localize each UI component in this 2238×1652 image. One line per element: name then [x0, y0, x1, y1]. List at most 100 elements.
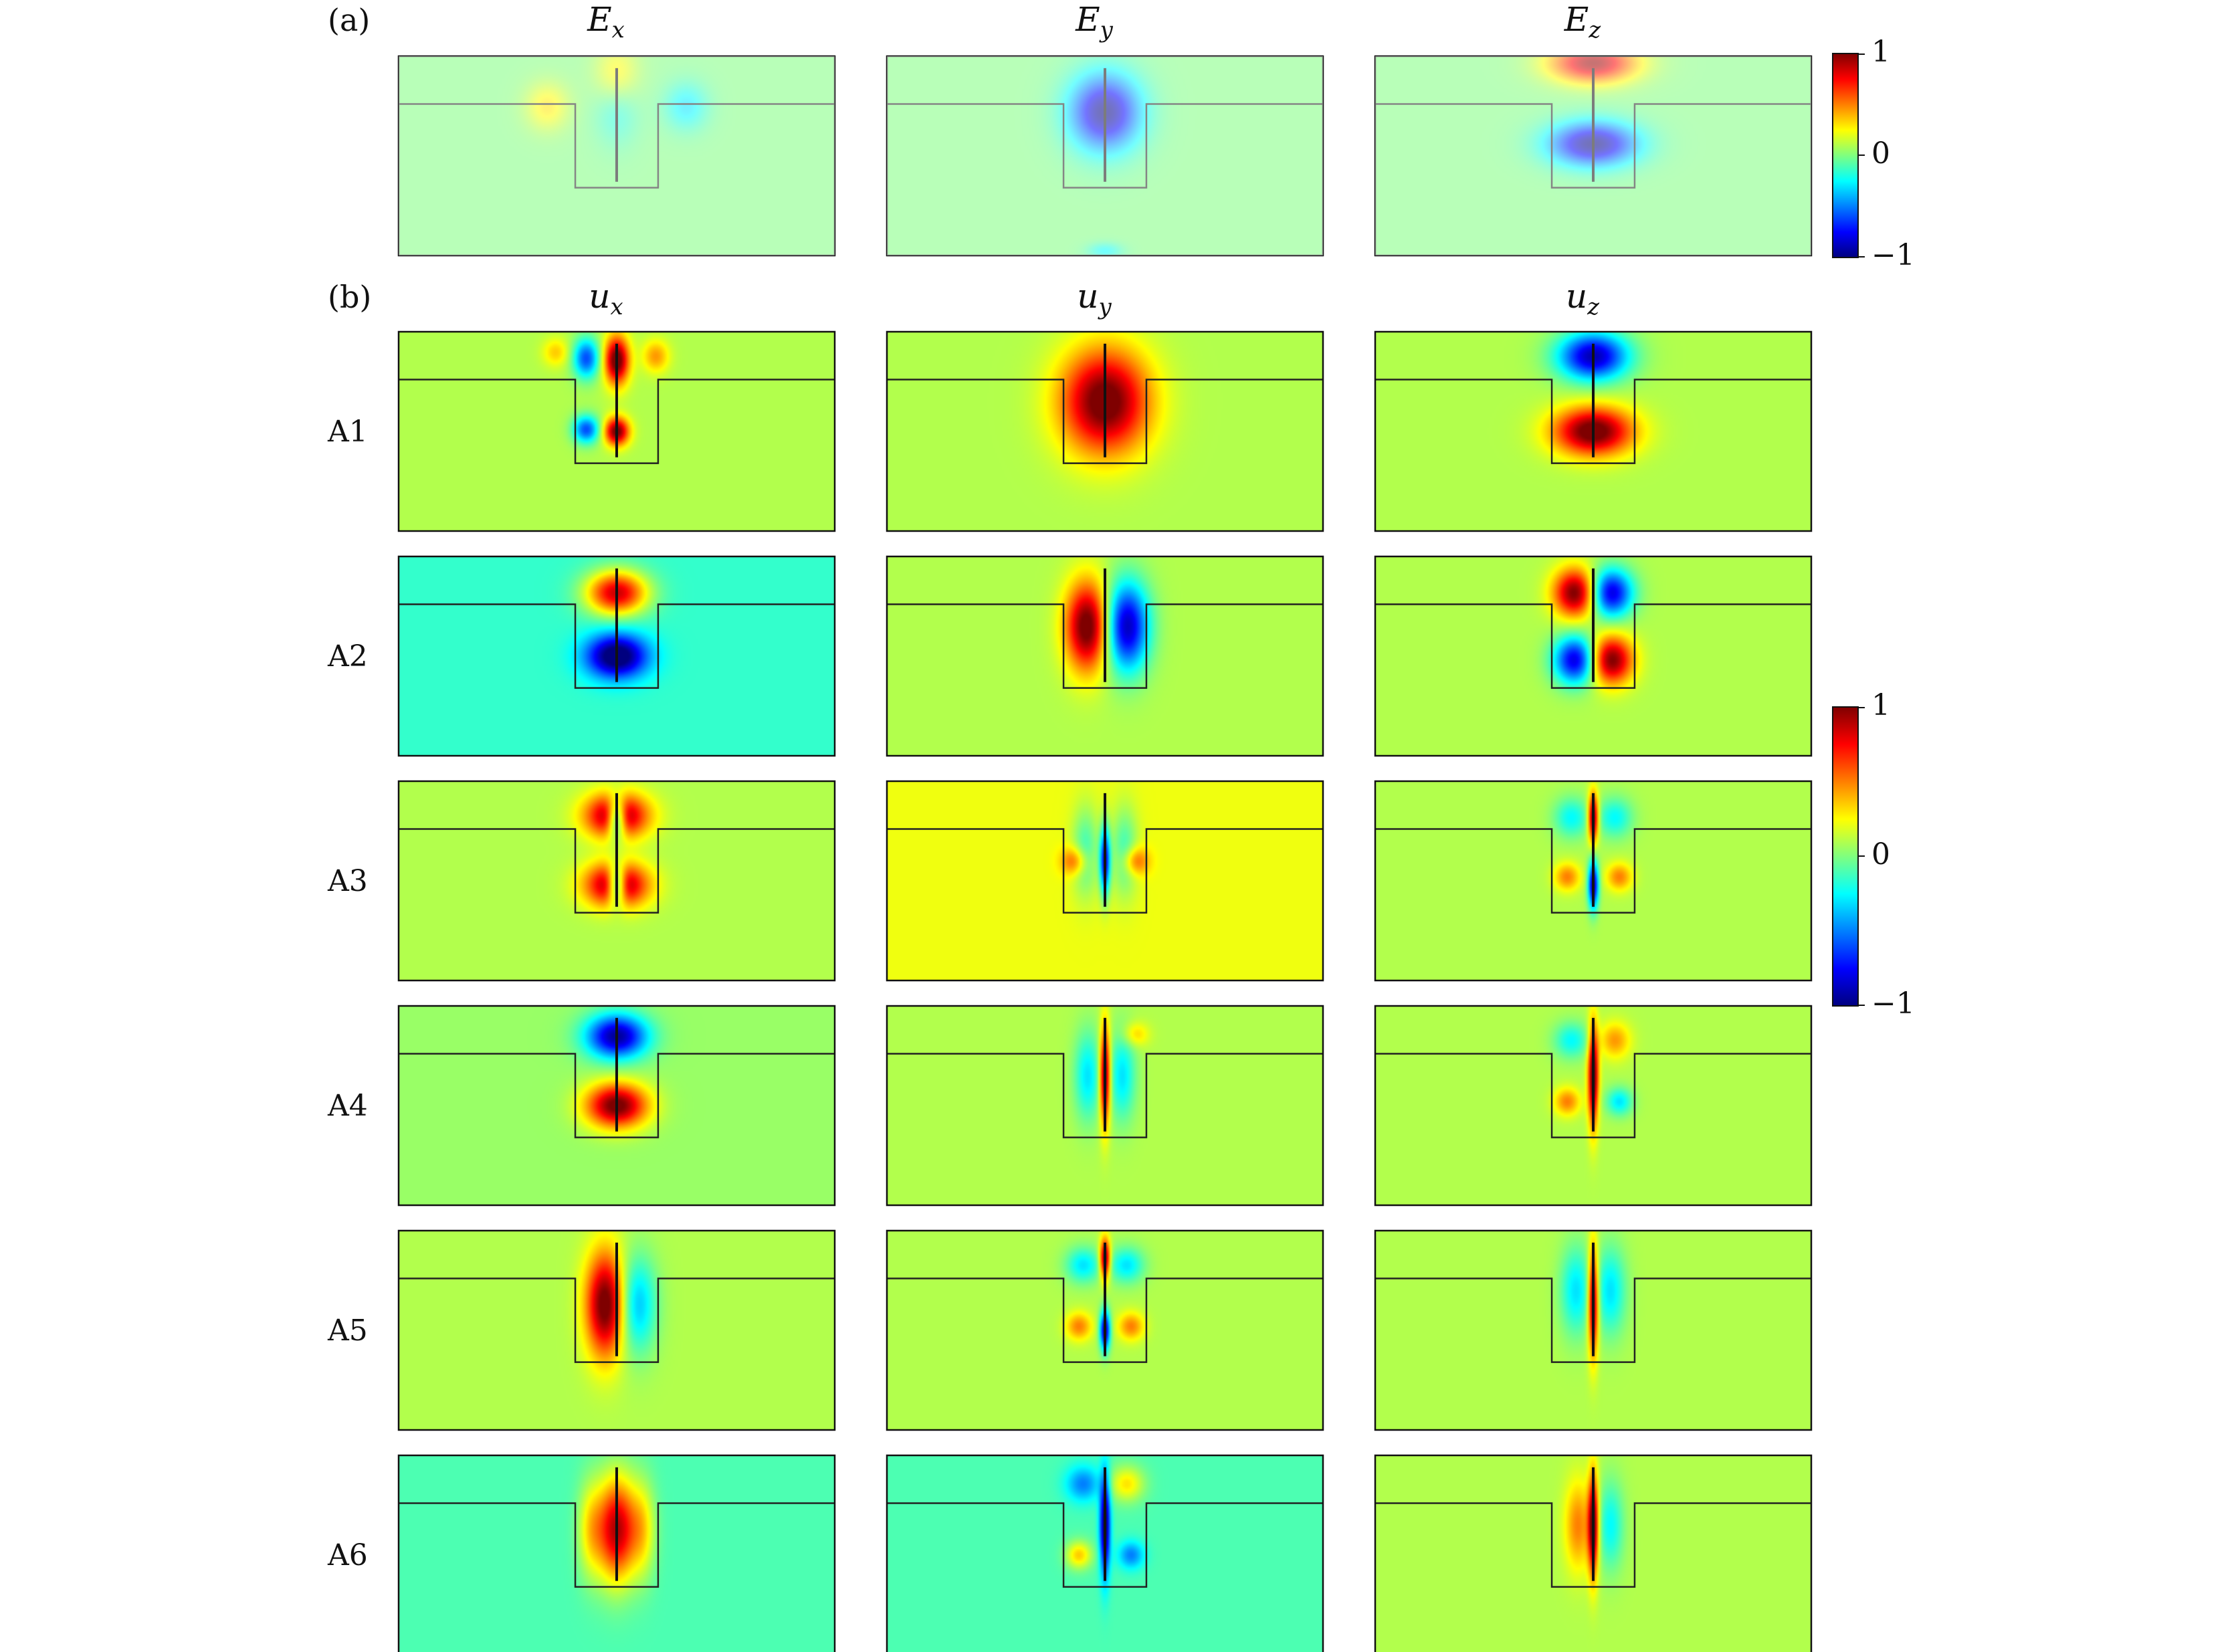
panel-b-a4-uz — [1374, 1005, 1813, 1207]
svg-text:uy: uy — [1077, 277, 1112, 320]
field-panels — [397, 55, 1813, 1652]
panel-b-a5-ux-trench-outline — [399, 1277, 835, 1363]
panel-b-a6-ux — [397, 1454, 836, 1652]
header-sub: z — [1588, 17, 1601, 43]
panel-b-col-header-2: uz — [1566, 277, 1600, 320]
panel-b-a1-ux — [397, 330, 836, 532]
panel-a-ex-wash — [399, 56, 835, 255]
panel-b-a5-uy-frame — [886, 1229, 1324, 1431]
panel-b-a6-uy-frame — [886, 1454, 1324, 1652]
panel-b-a5-uz-trench-outline — [1375, 1277, 1811, 1363]
panel-b-a4-uy-frame — [886, 1005, 1324, 1207]
panel-a-ex-frame — [397, 55, 836, 257]
panel-b-a2-uz-frame — [1374, 555, 1813, 757]
panel-a-ey-trench-outline — [887, 103, 1323, 189]
panel-b-a3-ux — [397, 780, 836, 982]
panel-b-a5-uz-frame — [1374, 1229, 1813, 1431]
header-var: u — [589, 277, 610, 316]
header-sub: x — [611, 294, 623, 320]
panel-b-a5-uy — [886, 1229, 1324, 1431]
header-sub: x — [612, 17, 625, 43]
panel-a-label: (a) — [328, 2, 370, 38]
panel-b-a3-uz-frame — [1374, 780, 1813, 982]
panel-b-a3-uz — [1374, 780, 1813, 982]
header-var: u — [1566, 277, 1587, 316]
panel-b-a6-uz-trench-outline — [1375, 1502, 1811, 1588]
panel-b-a5-uz — [1374, 1229, 1813, 1431]
panel-b-a2-uy-frame — [886, 555, 1324, 757]
panel-b-a1-ux-trench-outline — [399, 379, 835, 464]
panel-b-a1-ux-frame — [397, 330, 836, 532]
panel-b-a2-uy-trench-outline — [887, 603, 1323, 689]
panel-a-col-header-0: Ex — [587, 0, 625, 43]
panel-a-col-header-2: Ez — [1564, 0, 1602, 43]
header-sub: y — [1099, 17, 1114, 43]
header-var: u — [1077, 277, 1098, 316]
row-label-a1: A1 — [327, 415, 368, 449]
colorbar-a-max-label: 1 — [1871, 35, 1890, 69]
header-sub: y — [1097, 294, 1112, 320]
panel-b-a1-uz — [1374, 330, 1813, 532]
panel-b-a4-uz-trench-outline — [1375, 1053, 1811, 1138]
panel-b-a3-uy-frame — [886, 780, 1324, 982]
panel-b-label: (b) — [328, 279, 371, 315]
header-var: E — [1075, 0, 1100, 39]
panel-b-a2-ux-frame — [397, 555, 836, 757]
panel-b-a5-uy-trench-outline — [887, 1277, 1323, 1363]
panel-b-a4-uz-frame — [1374, 1005, 1813, 1207]
colorbar-b: 1 0 −1 — [1832, 688, 1915, 1021]
colorbar-a-gradient — [1832, 53, 1859, 258]
svg-text:Ex: Ex — [587, 0, 625, 43]
panel-a-ey-frame — [886, 55, 1324, 257]
panel-b-a3-uz-trench-outline — [1375, 828, 1811, 914]
row-label-a3: A3 — [327, 864, 368, 898]
panel-b-col-header-1: uy — [1077, 277, 1112, 320]
svg-text:Ez: Ez — [1564, 0, 1602, 43]
panel-a-ey-wash — [887, 56, 1323, 255]
header-sub: z — [1587, 294, 1600, 320]
colorbar-b-mid-label: 0 — [1871, 837, 1890, 871]
panel-b-a6-ux-frame — [397, 1454, 836, 1652]
panel-b-a3-uy — [886, 780, 1324, 982]
panel-b-a2-ux-trench-outline — [399, 603, 835, 689]
panel-b-a1-uy-frame — [886, 330, 1324, 532]
panel-b-a2-uy — [886, 555, 1324, 757]
panel-b-a4-ux-trench-outline — [399, 1053, 835, 1138]
panel-b-a6-uz-frame — [1374, 1454, 1813, 1652]
panel-b-a4-ux-frame — [397, 1005, 836, 1207]
panel-a-ez — [1374, 55, 1813, 257]
panel-b-a1-uy — [886, 330, 1324, 532]
panel-a-ex — [397, 55, 836, 257]
panel-b-a6-ux-trench-outline — [399, 1502, 835, 1588]
colorbar-a-min-label: −1 — [1871, 238, 1915, 272]
panel-b-a6-uy-trench-outline — [887, 1502, 1323, 1588]
colorbar-b-min-label: −1 — [1871, 987, 1915, 1021]
panel-a-ez-trench-outline — [1375, 103, 1811, 189]
panel-b-a3-ux-frame — [397, 780, 836, 982]
header-var: E — [587, 0, 612, 39]
colorbar-b-max-label: 1 — [1871, 688, 1890, 722]
colorbar-a-mid-label: 0 — [1871, 136, 1890, 171]
panel-b-a3-ux-trench-outline — [399, 828, 835, 914]
svg-text:ux: ux — [589, 277, 623, 320]
panel-b-a6-uz — [1374, 1454, 1813, 1652]
colorbar-b-gradient — [1832, 706, 1859, 1007]
row-label-a2: A2 — [327, 639, 368, 674]
row-label-a4: A4 — [327, 1089, 368, 1123]
panel-a-ex-trench-outline — [399, 103, 835, 189]
header-var: E — [1564, 0, 1589, 39]
svg-text:Ey: Ey — [1075, 0, 1114, 43]
panel-b-a5-ux — [397, 1229, 836, 1431]
panel-b-a6-uy — [886, 1454, 1324, 1652]
panel-b-a2-ux — [397, 555, 836, 757]
panel-b-a4-uy-trench-outline — [887, 1053, 1323, 1138]
panel-b-a2-uz-trench-outline — [1375, 603, 1811, 689]
panel-a-ez-wash — [1375, 56, 1811, 255]
panel-b-a2-uz — [1374, 555, 1813, 757]
panel-b-a1-uz-trench-outline — [1375, 379, 1811, 464]
row-label-a6: A6 — [327, 1538, 368, 1572]
panel-b-a3-uy-trench-outline — [887, 828, 1323, 914]
panel-b-a5-ux-frame — [397, 1229, 836, 1431]
panel-b-a1-uz-frame — [1374, 330, 1813, 532]
panel-b-a4-ux — [397, 1005, 836, 1207]
